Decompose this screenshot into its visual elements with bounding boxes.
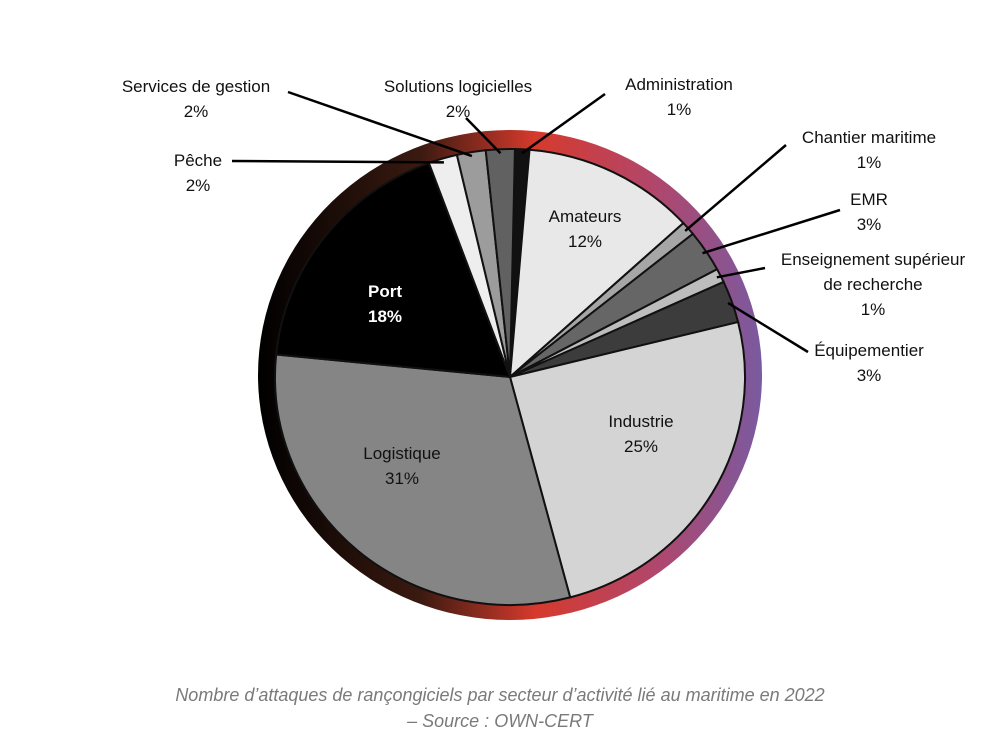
slice-label-peche: Pêche	[174, 151, 222, 170]
slice-label-enseignement-superieur-de-recherche-1: Enseignement supérieur	[781, 250, 966, 269]
pie-slice-amateurs	[508, 148, 685, 380]
leader-line-administration	[521, 92, 606, 155]
leader-line-chantier-maritime	[684, 144, 787, 232]
pie-slice-industrie	[508, 320, 746, 599]
slice-value-administration: 1%	[667, 100, 692, 119]
chart-caption: Nombre d’attaques de rançongiciels par s…	[0, 682, 1000, 734]
slice-value-peche: 2%	[186, 176, 211, 195]
leader-lines	[231, 90, 841, 354]
leader-line-enseignement-superieur-de-recherche	[716, 266, 766, 279]
slice-label-logistique: Logistique	[363, 444, 441, 463]
slice-value-amateurs: 12%	[568, 232, 602, 251]
leader-line-peche	[231, 159, 444, 164]
pie-slice-solutions-logicielles	[484, 148, 516, 378]
slice-label-amateurs: Amateurs	[549, 207, 622, 226]
leader-line-services-de-gestion	[287, 90, 473, 158]
leader-line-emr	[702, 208, 841, 255]
slice-value-port: 18%	[368, 307, 402, 326]
slice-value-equipementier: 3%	[857, 366, 882, 385]
slice-label-chantier-maritime: Chantier maritime	[802, 128, 936, 147]
pie-slices	[274, 148, 746, 606]
slice-label-port: Port	[368, 282, 402, 301]
pie-chart: Administration 1% Amateurs 12% Chantier mari…	[122, 75, 966, 620]
slice-value-services-de-gestion: 2%	[184, 102, 209, 121]
leader-line-equipementier	[727, 301, 809, 354]
slice-value-industrie: 25%	[624, 437, 658, 456]
pie-slice-logistique	[274, 353, 572, 606]
slice-labels: Administration 1% Amateurs 12% Chantier mari…	[122, 75, 966, 488]
slice-label-services-de-gestion: Services de gestion	[122, 77, 270, 96]
slice-label-administration: Administration	[625, 75, 733, 94]
caption-line-2: – Source : OWN-CERT	[407, 711, 593, 731]
slice-value-solutions-logicielles: 2%	[446, 102, 471, 121]
pie-slice-port	[275, 161, 512, 379]
slice-label-industrie: Industrie	[608, 412, 673, 431]
slice-label-equipementier: Équipementier	[814, 341, 924, 360]
slice-value-enseignement-superieur-de-recherche: 1%	[861, 300, 886, 319]
slice-label-solutions-logicielles: Solutions logicielles	[384, 77, 532, 96]
slice-value-chantier-maritime: 1%	[857, 153, 882, 172]
slice-label-enseignement-superieur-de-recherche-2: de recherche	[823, 275, 922, 294]
slice-value-emr: 3%	[857, 215, 882, 234]
slice-value-logistique: 31%	[385, 469, 419, 488]
slice-label-emr: EMR	[850, 190, 888, 209]
caption-line-1: Nombre d’attaques de rançongiciels par s…	[175, 685, 825, 705]
leader-line-solutions-logicielles	[465, 117, 502, 155]
